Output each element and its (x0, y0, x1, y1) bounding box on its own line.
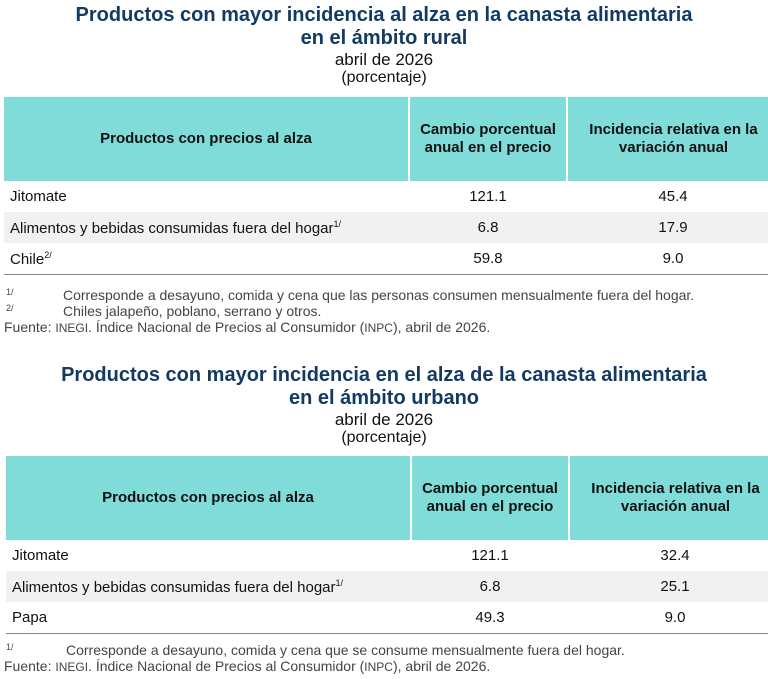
source-line: Fuente: INEGI. Índice Nacional de Precio… (4, 319, 490, 335)
footnote-mark: 1/ (6, 642, 14, 652)
rural-unit: (porcentaje) (341, 69, 427, 86)
rural-col-change: Cambio porcentual anual en el precio (409, 97, 568, 181)
source-text: . Índice Nacional de Precios al Consumid… (88, 658, 365, 674)
urban-header-row: Productos con precios al alza Cambio por… (6, 456, 768, 540)
urban-title-line2: en el ámbito urbano (288, 387, 480, 409)
rural-title-line2: en el ámbito rural (300, 27, 468, 49)
urban-unit: (porcentaje) (341, 429, 427, 446)
footnote-text: Corresponde a desayuno, comida y cena qu… (66, 642, 625, 658)
table-row: Jitomate 121.1 45.4 (4, 181, 768, 212)
incidence-value: 32.4 (660, 547, 690, 564)
footnote-text: Corresponde a desayuno, comida y cena qu… (63, 287, 695, 303)
table-row: Chile2/ 59.8 9.0 (4, 243, 768, 275)
table-row: Alimentos y bebidas consumidas fuera del… (6, 571, 768, 602)
footnote-mark: 2/ (6, 303, 14, 313)
footnote-mark: 1/ (6, 287, 14, 297)
source-end: ), abril de 2026. (392, 658, 491, 674)
footnote-ref: 1/ (333, 218, 342, 229)
product-name: Jitomate (12, 547, 69, 564)
change-value: 6.8 (409, 212, 567, 243)
footnote-ref: 2/ (44, 249, 52, 260)
rural-title-line1: Productos con mayor incidencia al alza e… (75, 4, 693, 26)
footnote-text: Chiles jalapeño, poblano, serrano y otro… (63, 303, 322, 319)
urban-col-change: Cambio porcentual anual en el precio (411, 456, 570, 540)
product-name: Jitomate (10, 188, 67, 205)
source-text: . Índice Nacional de Precios al Consumid… (88, 319, 365, 335)
rural-notes: 1/ Corresponde a desayuno, comida y cena… (4, 287, 694, 335)
change-value: 121.1 (471, 547, 509, 564)
change-value: 121.1 (469, 188, 507, 205)
source-line: Fuente: INEGI. Índice Nacional de Precio… (4, 658, 490, 674)
urban-col-incidence: Incidencia relativa en la variación anua… (569, 456, 768, 540)
incidence-value: 9.0 (567, 243, 768, 275)
source-abbr: INPC (364, 321, 393, 335)
urban-title-line1: Productos con mayor incidencia en el alz… (61, 364, 707, 386)
source-org: INEGI (55, 321, 89, 335)
urban-table: Productos con precios al alza Cambio por… (6, 456, 768, 634)
footnote: 2/ Chiles jalapeño, poblano, serrano y o… (6, 303, 492, 319)
change-value: 6.8 (411, 571, 569, 602)
incidence-value: 25.1 (569, 571, 768, 602)
urban-header: Productos con mayor incidencia en el alz… (0, 364, 768, 447)
footnote: 1/ Corresponde a desayuno, comida y cena… (6, 642, 625, 658)
footnote-ref: 1/ (335, 577, 344, 588)
product-name: Alimentos y bebidas consumidas fuera del… (4, 212, 409, 243)
incidence-value: 17.9 (567, 212, 768, 243)
product-name: Papa (6, 602, 411, 634)
incidence-value: 9.0 (569, 602, 768, 634)
urban-date: abril de 2026 (334, 410, 434, 429)
rural-col-incidence: Incidencia relativa en la variación anua… (567, 97, 768, 181)
source-label: Fuente: (4, 658, 52, 674)
rural-date: abril de 2026 (334, 50, 434, 69)
table-row: Alimentos y bebidas consumidas fuera del… (4, 212, 768, 243)
product-name: Chile2/ (4, 243, 409, 275)
source-end: ), abril de 2026. (392, 319, 491, 335)
urban-notes: 1/ Corresponde a desayuno, comida y cena… (4, 642, 625, 674)
rural-table: Productos con precios al alza Cambio por… (4, 97, 768, 275)
incidence-value: 45.4 (658, 188, 688, 205)
source-org: INEGI (55, 660, 89, 674)
table-row: Jitomate 121.1 32.4 (6, 540, 768, 571)
urban-col-product: Productos con precios al alza (6, 456, 412, 540)
source-abbr: INPC (364, 660, 393, 674)
footnote: 1/ Corresponde a desayuno, comida y cena… (6, 287, 694, 303)
rural-header: Productos con mayor incidencia al alza e… (0, 4, 768, 87)
change-value: 59.8 (409, 243, 567, 275)
rural-col-product: Productos con precios al alza (4, 97, 410, 181)
rural-header-row: Productos con precios al alza Cambio por… (4, 97, 768, 181)
table-row: Papa 49.3 9.0 (6, 602, 768, 634)
source-label: Fuente: (4, 319, 52, 335)
product-name: Alimentos y bebidas consumidas fuera del… (6, 571, 411, 602)
change-value: 49.3 (411, 602, 569, 634)
